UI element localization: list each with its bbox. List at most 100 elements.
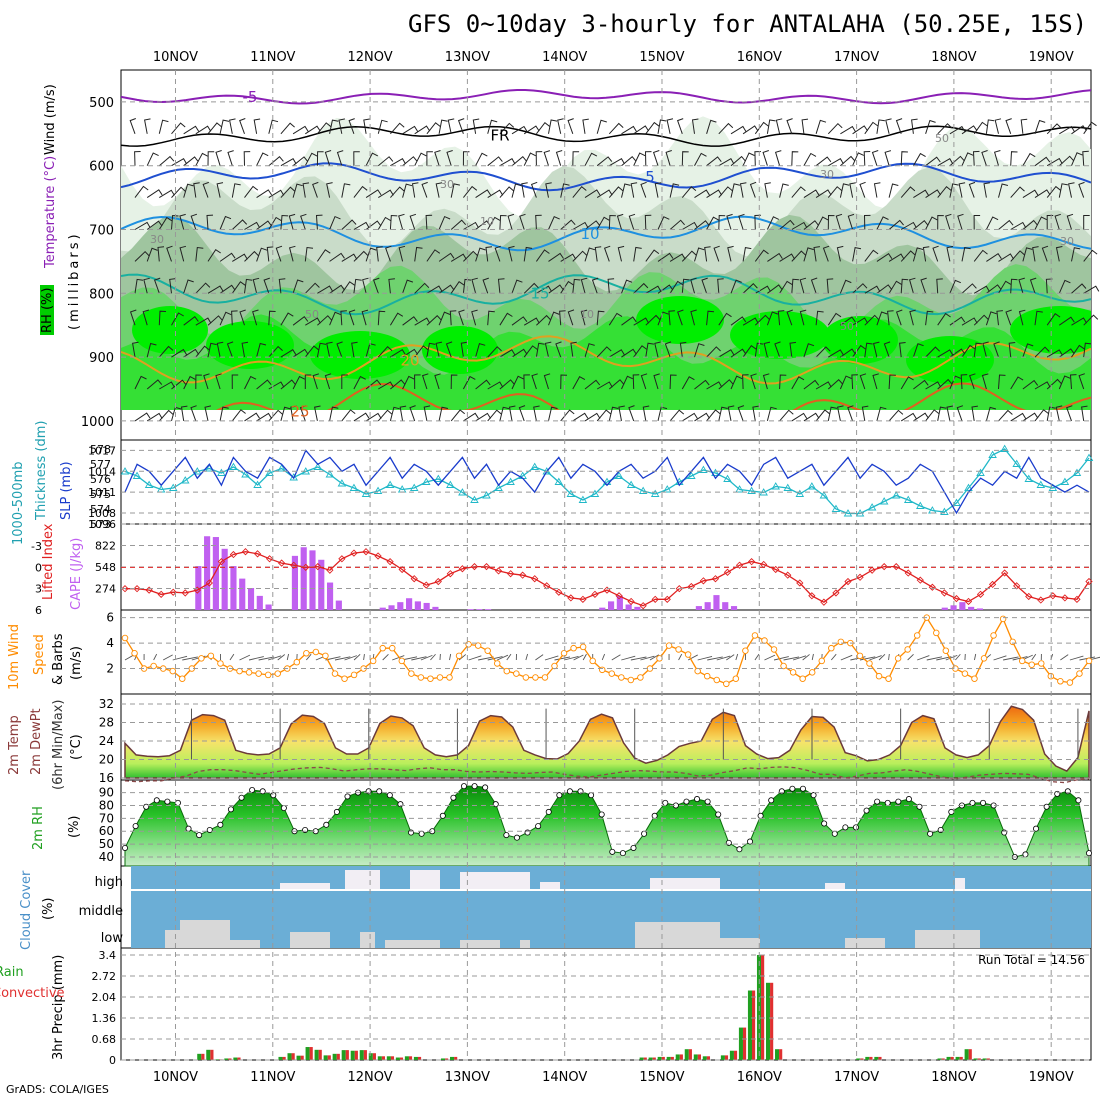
wind-barb [219, 406, 229, 421]
wind-barb [508, 405, 516, 421]
precip-total-bar [946, 1056, 951, 1060]
rh2m-point [831, 830, 838, 837]
precip-total-bar [865, 1056, 870, 1060]
lifted-index-point [386, 558, 394, 566]
precip-convective-bar [661, 1056, 665, 1060]
wind-barb [302, 182, 310, 198]
wind-barb [402, 279, 414, 294]
rh2m-point [821, 820, 828, 827]
wind-barb [742, 374, 749, 390]
rh2m-unit-label: (%) [67, 816, 82, 839]
thickness-point [144, 480, 154, 488]
wind-barb [158, 409, 174, 422]
rh2m-point [852, 824, 859, 831]
wind-barb [134, 185, 149, 198]
wind10-barb [162, 654, 173, 661]
thickness-point [747, 486, 756, 494]
thickness-point [168, 483, 178, 491]
wind-barb [777, 310, 785, 326]
wind10-barb [707, 656, 723, 661]
thickness-point [723, 474, 732, 482]
precip-convective-bar [968, 1049, 972, 1060]
lifted-index-point [434, 577, 442, 586]
wind-barb [1083, 215, 1090, 230]
lifted-index-point [651, 595, 659, 603]
date-label-bottom: 10NOV [153, 1070, 198, 1085]
precip-total-bar [720, 1055, 725, 1060]
date-label-top: 10NOV [153, 50, 198, 65]
lifted-index-point [904, 569, 912, 577]
wind-barb [195, 317, 212, 326]
wind-barb [925, 156, 941, 167]
wind-barb [134, 151, 141, 166]
wind-barb [645, 285, 662, 294]
rh2m-point [503, 832, 510, 839]
wind-barb [1034, 216, 1048, 230]
wind-barb [690, 277, 697, 294]
rh-area [124, 785, 1090, 867]
wind-barb [372, 277, 380, 294]
wind-barb [329, 406, 339, 421]
wind-barb [523, 246, 533, 262]
cape-bar [256, 595, 263, 610]
wind-barb [827, 186, 843, 198]
wind-barb [329, 284, 345, 294]
wind10-speed-point [331, 670, 339, 677]
cape-bar [941, 607, 948, 610]
li-tick-label: 6 [35, 604, 42, 617]
cape-bar [616, 595, 623, 610]
wind-barb [414, 246, 423, 262]
wind-barb [329, 311, 341, 326]
precip-convective-bar [986, 1058, 990, 1060]
wind-barb [171, 186, 186, 198]
wind-barb [523, 125, 540, 135]
wind-tick-label: 6 [106, 611, 114, 625]
wind-barb [304, 246, 314, 262]
wind-barb [507, 213, 515, 230]
wind10-speed-point [474, 642, 482, 649]
rh2m-point [259, 788, 266, 795]
wind-barb [971, 405, 978, 421]
rh2m-point [1043, 803, 1050, 810]
wind-barb [668, 310, 675, 326]
thickness-point [952, 498, 961, 506]
wind-barb [434, 150, 441, 166]
wind-barb [203, 373, 210, 390]
wind-barb [523, 152, 537, 166]
lifted-index-point [844, 577, 852, 586]
rh2m-tick-label: 60 [99, 824, 114, 838]
precip-total-bar [747, 990, 752, 1060]
wind10-barb [506, 653, 512, 661]
wind-barb [949, 279, 961, 294]
wind10-speed-point [942, 647, 950, 654]
wind-barb [803, 379, 820, 390]
wind-barb [511, 316, 528, 326]
wind-barb [463, 185, 478, 198]
temp-unit-label: (°C) [69, 734, 84, 760]
wind-barb [326, 341, 333, 358]
precip-tick-label: 3.4 [99, 949, 117, 962]
wind10-speed-point [589, 657, 596, 665]
wind10-speed-point [656, 655, 663, 662]
temp-contour-label: FR [490, 127, 509, 145]
wind-barb [268, 310, 276, 326]
rh2m-point [630, 844, 637, 851]
rh2m-point [969, 799, 976, 806]
wind-barb [791, 151, 799, 166]
wind-barb [828, 349, 844, 358]
wind-barb [572, 151, 580, 166]
cape-bar [291, 555, 299, 610]
rh2m-point [143, 803, 150, 810]
wind-barb [1071, 125, 1087, 135]
thickness-point [373, 486, 383, 494]
wind-barb [706, 156, 722, 167]
wind-barb [946, 245, 954, 262]
wind-barb [690, 309, 697, 326]
upper-temperature-label: Temperature (°C) [43, 156, 58, 269]
wind10-speed-point [703, 672, 711, 680]
rh2m-point [1064, 788, 1071, 795]
text-layer: 10NOV 10NOV 11NOV 11NOV 12NOV 12NOV 13NOV 13NOV… [0, 50, 1085, 1085]
wind-barb [183, 375, 196, 390]
wind-barb [737, 405, 745, 422]
wind-barb [497, 278, 505, 294]
